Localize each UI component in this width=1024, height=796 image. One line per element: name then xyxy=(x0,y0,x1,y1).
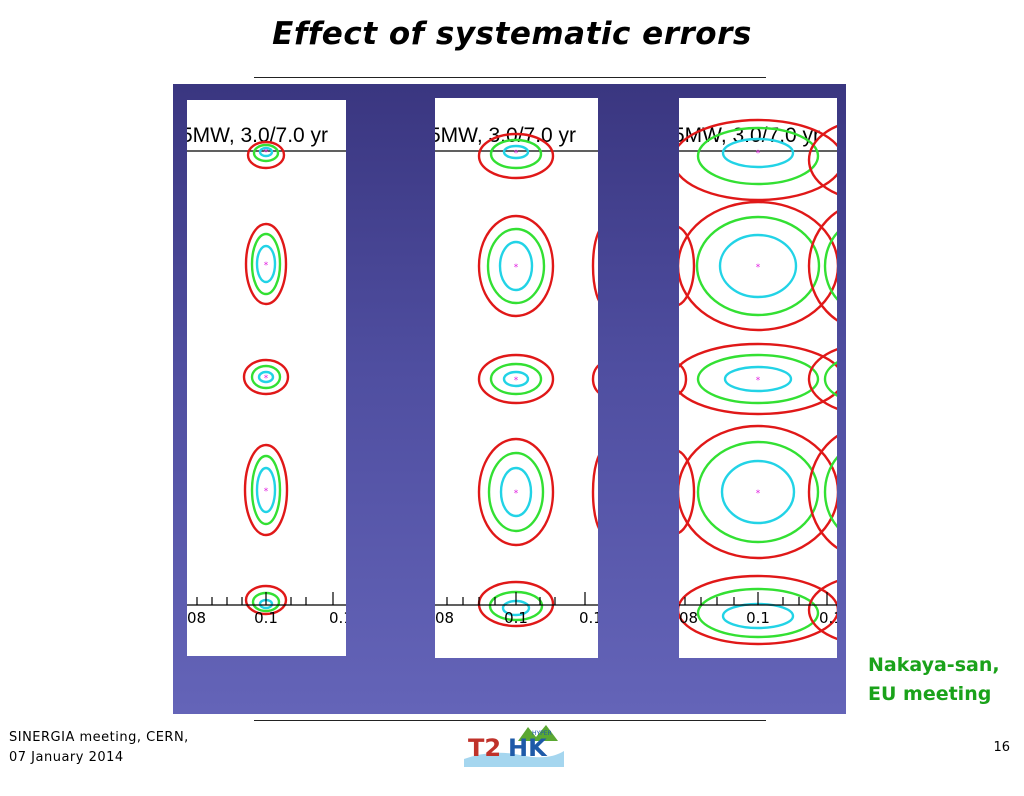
tick-label: 0.1 xyxy=(579,609,598,627)
tick-label: 0.1 xyxy=(254,609,278,627)
svg-text:*: * xyxy=(264,374,269,384)
tick-label: 08 xyxy=(679,609,698,627)
contour-plot-5pct: 5MW, 3.0/7.0 yr xyxy=(679,98,837,658)
source-credit: Nakaya-san, EU meeting xyxy=(868,651,1000,709)
tick-label: 08 xyxy=(435,609,454,627)
svg-text:*: * xyxy=(264,148,269,158)
svg-text:HK: HK xyxy=(508,734,548,762)
figure-panel: 5MW, 3.0/7.0 yr * * * * xyxy=(173,84,846,796)
error-label-5pct: 5% xyxy=(732,756,786,796)
svg-text:*: * xyxy=(264,261,269,271)
svg-text:*: * xyxy=(756,376,761,386)
svg-text:*: * xyxy=(756,149,761,159)
svg-text:*: * xyxy=(756,489,761,499)
svg-text:*: * xyxy=(514,489,519,499)
svg-text:*: * xyxy=(514,149,519,159)
t2hk-logo-graphic: T2 HK HYPER xyxy=(464,725,564,767)
credit-line-2: EU meeting xyxy=(868,683,992,705)
credit-line-1: Nakaya-san, xyxy=(868,654,1000,676)
contour-plot-2pct: 5MW, 3.0/7.0 yr xyxy=(435,98,598,658)
t2hk-logo: T2 HK HYPER xyxy=(462,723,566,767)
tick-label: 0.1 xyxy=(819,609,837,627)
plot-header-text: 5MW, 3.0/7.0 yr xyxy=(187,124,328,147)
contour-plot-0pct: 5MW, 3.0/7.0 yr * * * * xyxy=(187,100,346,656)
footer-line-2: 07 January 2014 xyxy=(9,750,124,765)
logo-text: T2 xyxy=(468,734,501,762)
title-divider xyxy=(254,77,766,78)
footer-line-1: SINERGIA meeting, CERN, xyxy=(9,730,189,745)
tick-label: 0.1 xyxy=(329,609,346,627)
contour-plot-0pct-svg: 5MW, 3.0/7.0 yr * * * * xyxy=(187,100,346,656)
contour-plot-5pct-svg: 5MW, 3.0/7.0 yr xyxy=(679,98,837,658)
svg-text:*: * xyxy=(514,376,519,386)
svg-text:*: * xyxy=(514,263,519,273)
svg-text:*: * xyxy=(264,487,269,497)
footer-meeting-info: SINERGIA meeting, CERN, 07 January 2014 xyxy=(9,728,189,768)
contour-plot-2pct-svg: 5MW, 3.0/7.0 yr xyxy=(435,98,598,658)
slide-title: Effect of systematic errors xyxy=(272,16,752,52)
tick-label: 0.1 xyxy=(504,609,528,627)
svg-text:*: * xyxy=(756,263,761,273)
error-label-0pct: 0% xyxy=(239,756,293,796)
tick-label: 0.1 xyxy=(746,609,770,627)
tick-label: 08 xyxy=(187,609,206,627)
page-number: 16 xyxy=(993,740,1010,755)
footer-divider xyxy=(254,720,766,721)
logo-superscript: HYPER xyxy=(532,730,552,737)
